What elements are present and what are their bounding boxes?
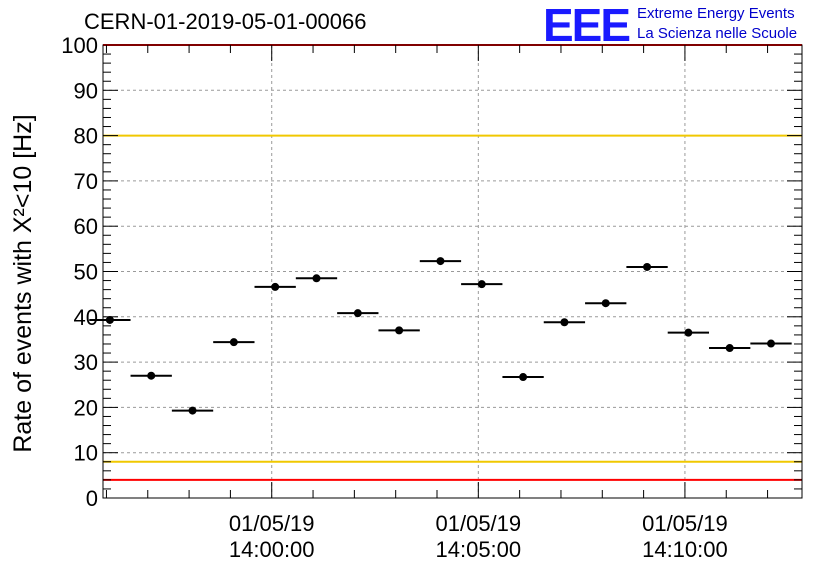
y-tick-label: 20 [74, 395, 98, 420]
data-point [312, 274, 321, 283]
x-tick-label-time: 14:10:00 [642, 537, 728, 562]
chart-title: CERN-01-2019-05-01-00066 [84, 9, 367, 34]
x-tick-label-time: 14:05:00 [436, 537, 522, 562]
data-point [105, 315, 114, 324]
logo-line-2: La Scienza nelle Scuole [637, 25, 798, 42]
data-point [229, 338, 238, 347]
data-point [395, 326, 404, 335]
data-point [767, 339, 776, 348]
logo-line-1: Extreme Energy Events [637, 5, 795, 22]
y-tick-label: 70 [74, 169, 98, 194]
data-point [601, 299, 610, 308]
data-point [684, 328, 693, 337]
data-point [188, 406, 197, 415]
y-tick-label: 100 [61, 33, 98, 58]
x-tick-label-date: 01/05/19 [229, 511, 315, 536]
x-tick-label-date: 01/05/19 [436, 511, 522, 536]
eee-logo: EEE [543, 0, 631, 51]
y-axis-label: Rate of events with X²<10 [Hz] [9, 114, 37, 452]
y-tick-label: 40 [74, 305, 98, 330]
data-point [353, 309, 362, 318]
data-point [643, 262, 652, 271]
data-point [519, 373, 528, 382]
data-point [436, 257, 445, 266]
y-tick-label: 90 [74, 78, 98, 103]
x-tick-label-date: 01/05/19 [642, 511, 728, 536]
y-tick-label: 30 [74, 350, 98, 375]
y-tick-label: 60 [74, 214, 98, 239]
y-tick-label: 80 [74, 124, 98, 149]
data-point [477, 280, 486, 289]
y-tick-label: 0 [86, 486, 98, 511]
x-tick-label-time: 14:00:00 [229, 537, 315, 562]
data-point [147, 371, 156, 380]
data-point [271, 282, 280, 291]
data-point [560, 318, 569, 327]
data-point [725, 344, 734, 353]
y-tick-label: 10 [74, 441, 98, 466]
y-tick-label: 50 [74, 260, 98, 285]
